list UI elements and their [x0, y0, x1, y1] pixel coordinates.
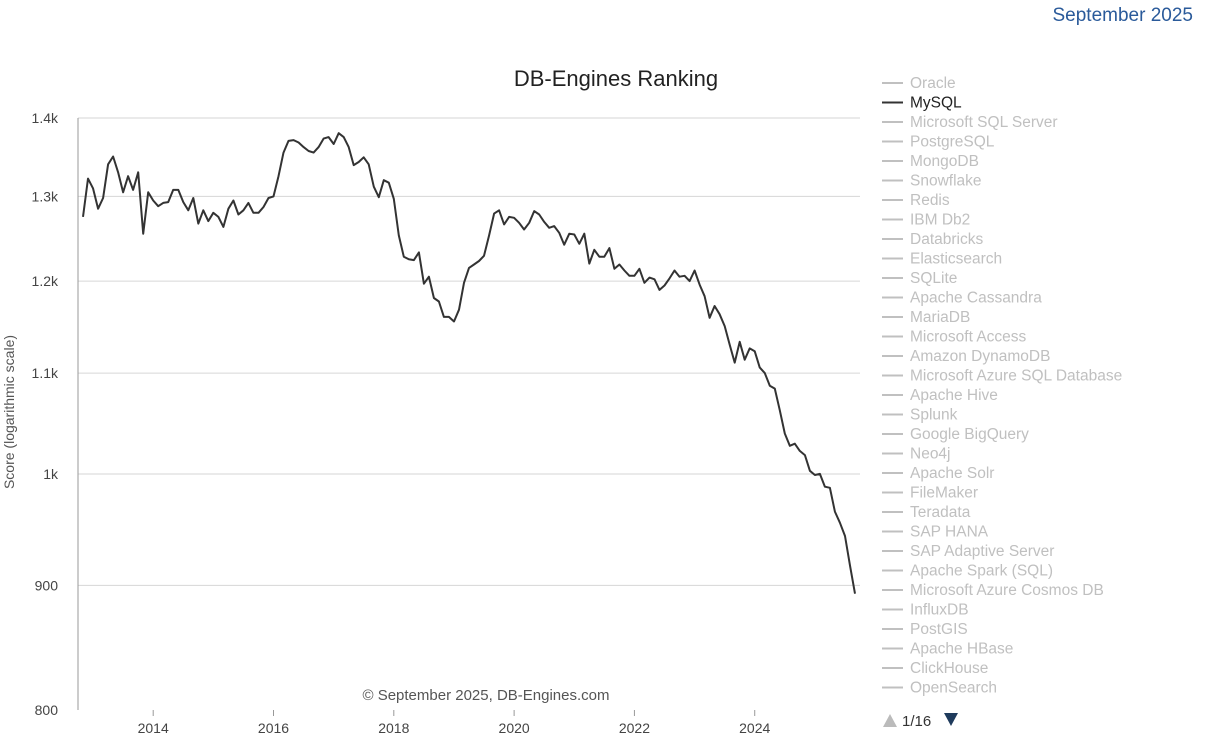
- legend-item-google-bigquery[interactable]: Google BigQuery: [882, 426, 1029, 443]
- legend-item-opensearch[interactable]: OpenSearch: [882, 680, 997, 697]
- legend-label: Snowflake: [910, 173, 982, 190]
- legend-item-ibm-db2[interactable]: IBM Db2: [882, 212, 970, 229]
- legend-item-apache-hbase[interactable]: Apache HBase: [882, 641, 1013, 658]
- legend-item-microsoft-azure-sql-database[interactable]: Microsoft Azure SQL Database: [882, 368, 1122, 385]
- legend-item-amazon-dynamodb[interactable]: Amazon DynamoDB: [882, 348, 1050, 365]
- legend-label: Microsoft Access: [910, 329, 1027, 346]
- legend-label: Apache Cassandra: [910, 290, 1042, 307]
- legend-item-filemaker[interactable]: FileMaker: [882, 485, 978, 502]
- legend-label: MariaDB: [910, 309, 970, 326]
- legend-label: Apache HBase: [910, 641, 1013, 658]
- legend-item-redis[interactable]: Redis: [882, 192, 950, 209]
- legend-label: Oracle: [910, 75, 956, 92]
- legend-label: Redis: [910, 192, 950, 209]
- legend-item-databricks[interactable]: Databricks: [882, 231, 983, 248]
- y-tick-label: 1.4k: [32, 110, 59, 126]
- legend-label: Elasticsearch: [910, 251, 1002, 268]
- y-tick-label: 1.1k: [32, 365, 59, 381]
- legend-label: MySQL: [910, 95, 962, 112]
- legend-label: Teradata: [910, 504, 971, 521]
- legend-item-microsoft-access[interactable]: Microsoft Access: [882, 329, 1027, 346]
- date-label: September 2025: [1052, 5, 1194, 26]
- legend-label: FileMaker: [910, 485, 978, 502]
- legend-item-apache-cassandra[interactable]: Apache Cassandra: [882, 290, 1042, 307]
- legend-label: Amazon DynamoDB: [910, 348, 1050, 365]
- legend-label: SAP HANA: [910, 524, 989, 541]
- legend-item-elasticsearch[interactable]: Elasticsearch: [882, 251, 1002, 268]
- legend-item-clickhouse[interactable]: ClickHouse: [882, 660, 988, 677]
- legend-item-snowflake[interactable]: Snowflake: [882, 173, 982, 190]
- x-axis: 2014 2016 2018 2020 2022 2024: [138, 710, 771, 736]
- legend-item-influxdb[interactable]: InfluxDB: [882, 602, 969, 619]
- credits: © September 2025, DB-Engines.com: [362, 687, 609, 704]
- legend-item-neo4j[interactable]: Neo4j: [882, 446, 951, 463]
- x-tick-label: 2018: [378, 720, 409, 736]
- legend-item-sqlite[interactable]: SQLite: [882, 270, 957, 287]
- y-tick-label: 1.2k: [32, 273, 59, 289]
- legend-label: Google BigQuery: [910, 426, 1029, 443]
- series-group: [82, 132, 856, 594]
- legend-item-microsoft-sql-server[interactable]: Microsoft SQL Server: [882, 114, 1058, 131]
- legend-label: Splunk: [910, 407, 958, 424]
- legend-label: Microsoft Azure SQL Database: [910, 368, 1122, 385]
- legend-label: PostgreSQL: [910, 134, 995, 151]
- legend: Oracle MySQL Microsoft SQL Server PostgreSQ…: [882, 75, 1122, 697]
- legend-label: InfluxDB: [910, 602, 969, 619]
- x-tick-label: 2022: [619, 720, 650, 736]
- legend-item-oracle[interactable]: Oracle: [882, 75, 956, 92]
- legend-item-mongodb[interactable]: MongoDB: [882, 153, 979, 170]
- legend-label: Apache Solr: [910, 465, 994, 482]
- chart-title: DB-Engines Ranking: [514, 66, 718, 91]
- y-axis-label: Score (logarithmic scale): [1, 335, 17, 489]
- legend-label: MongoDB: [910, 153, 979, 170]
- y-tick-label: 900: [35, 577, 59, 593]
- legend-item-teradata[interactable]: Teradata: [882, 504, 971, 521]
- legend-page-down-icon[interactable]: [944, 713, 958, 726]
- legend-navigation: 1/16: [883, 713, 958, 730]
- legend-page-up-icon[interactable]: [883, 714, 897, 727]
- x-tick-label: 2016: [258, 720, 289, 736]
- y-axis: 800 900 1k 1.1k 1.2k 1.3k 1.4k: [32, 110, 79, 718]
- legend-label: SQLite: [910, 270, 957, 287]
- legend-item-mariadb[interactable]: MariaDB: [882, 309, 970, 326]
- legend-item-sap-adaptive-server[interactable]: SAP Adaptive Server: [882, 543, 1054, 560]
- legend-item-splunk[interactable]: Splunk: [882, 407, 958, 424]
- legend-item-sap-hana[interactable]: SAP HANA: [882, 524, 989, 541]
- legend-label: IBM Db2: [910, 212, 970, 229]
- x-tick-label: 2020: [499, 720, 530, 736]
- y-tick-label: 1.3k: [32, 188, 59, 204]
- legend-item-apache-spark-sql[interactable]: Apache Spark (SQL): [882, 563, 1053, 580]
- legend-label: SAP Adaptive Server: [910, 543, 1054, 560]
- legend-item-microsoft-azure-cosmos-db[interactable]: Microsoft Azure Cosmos DB: [882, 582, 1104, 599]
- legend-label: PostGIS: [910, 621, 968, 638]
- y-tick-label: 1k: [43, 466, 59, 482]
- legend-label: Neo4j: [910, 446, 951, 463]
- legend-item-postgis[interactable]: PostGIS: [882, 621, 968, 638]
- y-tick-label: 800: [35, 702, 59, 718]
- legend-item-mysql[interactable]: MySQL: [882, 95, 962, 112]
- legend-label: Databricks: [910, 231, 983, 248]
- legend-label: Apache Hive: [910, 387, 998, 404]
- legend-label: Microsoft Azure Cosmos DB: [910, 582, 1104, 599]
- series-line-mysql[interactable]: [82, 132, 856, 594]
- legend-label: OpenSearch: [910, 680, 997, 697]
- x-tick-label: 2014: [138, 720, 169, 736]
- legend-label: ClickHouse: [910, 660, 988, 677]
- legend-item-apache-solr[interactable]: Apache Solr: [882, 465, 994, 482]
- legend-label: Apache Spark (SQL): [910, 563, 1053, 580]
- grid: [78, 117, 860, 586]
- x-tick-label: 2024: [739, 720, 770, 736]
- legend-label: Microsoft SQL Server: [910, 114, 1058, 131]
- legend-item-apache-hive[interactable]: Apache Hive: [882, 387, 998, 404]
- legend-item-postgresql[interactable]: PostgreSQL: [882, 134, 995, 151]
- legend-page-indicator: 1/16: [902, 713, 931, 730]
